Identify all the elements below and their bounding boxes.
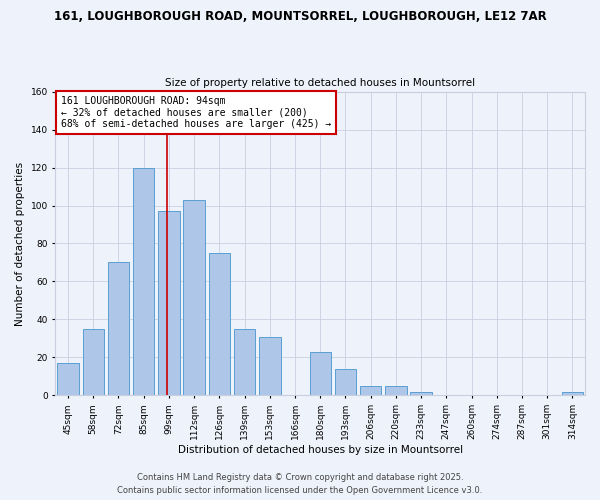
Bar [310, 352, 331, 396]
Text: Contains HM Land Registry data © Crown copyright and database right 2025.
Contai: Contains HM Land Registry data © Crown c… [118, 474, 482, 495]
Bar [360, 386, 382, 396]
Text: 161 LOUGHBOROUGH ROAD: 94sqm
← 32% of detached houses are smaller (200)
68% of s: 161 LOUGHBOROUGH ROAD: 94sqm ← 32% of de… [61, 96, 331, 130]
Bar [133, 168, 154, 396]
Bar [158, 211, 179, 396]
X-axis label: Distribution of detached houses by size in Mountsorrel: Distribution of detached houses by size … [178, 445, 463, 455]
Bar [209, 253, 230, 396]
Text: 161, LOUGHBOROUGH ROAD, MOUNTSORREL, LOUGHBOROUGH, LE12 7AR: 161, LOUGHBOROUGH ROAD, MOUNTSORREL, LOU… [53, 10, 547, 23]
Bar [335, 369, 356, 396]
Bar [83, 329, 104, 396]
Y-axis label: Number of detached properties: Number of detached properties [15, 162, 25, 326]
Bar [184, 200, 205, 396]
Title: Size of property relative to detached houses in Mountsorrel: Size of property relative to detached ho… [165, 78, 475, 88]
Bar [385, 386, 407, 396]
Bar [234, 329, 255, 396]
Bar [410, 392, 432, 396]
Bar [58, 363, 79, 396]
Bar [259, 336, 281, 396]
Bar [108, 262, 129, 396]
Bar [562, 392, 583, 396]
